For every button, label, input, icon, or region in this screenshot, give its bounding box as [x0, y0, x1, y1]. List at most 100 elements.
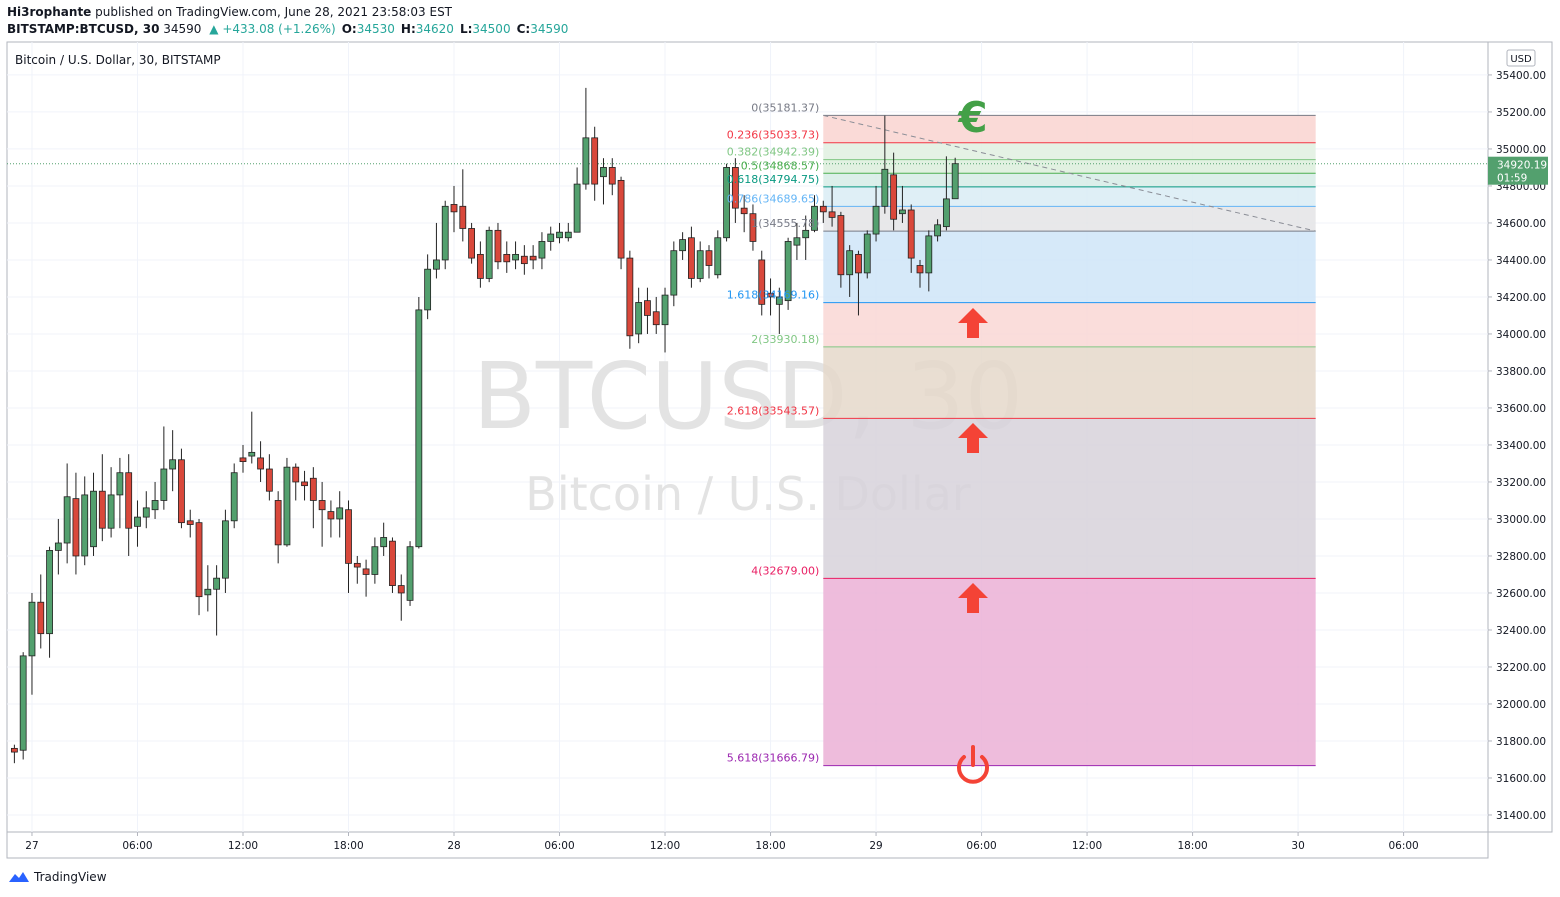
- candle-body: [72, 498, 80, 557]
- y-tick-label: 33800.00: [1496, 366, 1546, 378]
- fib-label: 0.236(35033.73): [727, 129, 820, 142]
- x-tick-label: 27: [25, 840, 38, 852]
- candle-body: [371, 546, 379, 575]
- y-tick-label: 33600.00: [1496, 403, 1546, 415]
- brand: TradingView: [34, 870, 107, 884]
- fib-band: [823, 115, 1316, 143]
- y-tick-label: 34400.00: [1496, 255, 1546, 267]
- open-value: 34530: [356, 22, 395, 36]
- x-tick-label: 28: [447, 840, 460, 852]
- x-tick-label: 18:00: [755, 840, 785, 852]
- fib-band: [823, 302, 1316, 347]
- candle-body: [468, 228, 475, 259]
- candle-body: [661, 294, 669, 326]
- candle-body: [564, 231, 572, 239]
- y-tick-label: 32200.00: [1496, 662, 1546, 674]
- candle-body: [19, 655, 27, 751]
- fib-band: [823, 578, 1316, 766]
- candle-body: [951, 163, 959, 200]
- change: ▲ +433.08 (+1.26%): [209, 22, 336, 36]
- candle-body: [151, 500, 159, 511]
- candle-body: [178, 459, 185, 524]
- x-tick-label: 18:00: [1177, 840, 1207, 852]
- candle-body: [239, 457, 247, 463]
- candle-body: [230, 472, 238, 522]
- candle-body: [134, 516, 141, 527]
- candle-body: [811, 205, 818, 231]
- candle-body: [767, 292, 774, 298]
- candle-body: [81, 494, 89, 557]
- fib-label: 1.618(34169.16): [727, 289, 820, 302]
- candle-body: [406, 546, 414, 601]
- fib-trend-line: [823, 114, 1316, 232]
- fib-band: [823, 173, 1316, 187]
- x-tick-label: 30: [1291, 840, 1304, 852]
- candle-body: [828, 211, 836, 218]
- y-tick-label: 35400.00: [1496, 70, 1546, 82]
- high-value: 34620: [415, 22, 454, 36]
- y-tick-label: 33200.00: [1496, 477, 1546, 489]
- candle-body: [380, 537, 388, 548]
- x-tick-label: 29: [869, 840, 882, 852]
- x-tick-label: 06:00: [544, 840, 574, 852]
- candle-body: [10, 747, 18, 753]
- candle-body: [318, 500, 326, 511]
- candle-body: [696, 250, 704, 279]
- candle-body: [494, 229, 502, 263]
- y-tick-label: 34000.00: [1496, 329, 1546, 341]
- header-line-2: BITSTAMP:BTCUSD, 30 34590 ▲ +433.08 (+1.…: [7, 21, 574, 38]
- candle-body: [617, 179, 625, 259]
- candle-body: [292, 466, 300, 483]
- candle-body: [688, 237, 695, 279]
- fib-label: 4(32679.00): [751, 564, 819, 577]
- close-value: 34590: [530, 22, 569, 36]
- candle-body: [916, 265, 924, 274]
- countdown: 01:59: [1497, 173, 1527, 185]
- candle-body: [415, 309, 423, 548]
- fib-band: [823, 186, 1316, 207]
- currency: USD: [1510, 54, 1532, 65]
- candle-body: [222, 520, 229, 579]
- candle-body: [600, 167, 607, 178]
- header: Hi3rophante published on TradingView.com…: [7, 4, 574, 38]
- candle-body: [248, 451, 256, 457]
- candle-body: [450, 204, 458, 213]
- time-axis: [6, 831, 1489, 859]
- candle-body: [28, 601, 36, 657]
- y-tick-label: 33400.00: [1496, 440, 1546, 452]
- candle-body: [890, 174, 898, 220]
- fib-label: 0(35181.37): [751, 101, 819, 114]
- candle-body: [512, 253, 519, 261]
- candle-body: [204, 588, 212, 596]
- fib-band: [823, 159, 1316, 174]
- published: published on TradingView.com, June 28, 2…: [95, 5, 453, 19]
- candle-body: [881, 168, 889, 207]
- candle-body: [556, 231, 563, 239]
- candle-body: [608, 167, 616, 185]
- candle-body: [63, 496, 71, 544]
- candle-body: [213, 577, 221, 590]
- chart-title: Bitcoin / U.S. Dollar, 30, BITSTAMP: [15, 53, 221, 67]
- candle-body: [819, 205, 827, 213]
- candle-body: [907, 209, 915, 259]
- fib-label: 2(33930.18): [751, 333, 819, 346]
- candle-body: [389, 540, 396, 586]
- y-tick-label: 32400.00: [1496, 625, 1546, 637]
- symbol: BITSTAMP:BTCUSD, 30: [7, 22, 160, 36]
- fib-label: 0.618(34794.75): [727, 173, 820, 186]
- candle-body: [714, 237, 722, 276]
- candle-body: [98, 490, 106, 529]
- ohlc-label: L:: [459, 22, 473, 36]
- candle-body: [345, 509, 352, 564]
- candle-body: [353, 562, 361, 568]
- candle-body: [731, 167, 739, 209]
- candle-body: [107, 494, 115, 529]
- candle-body: [186, 520, 194, 525]
- logo: [9, 872, 29, 882]
- candle-body: [934, 224, 941, 237]
- candle-body: [125, 472, 133, 529]
- y-tick-label: 31400.00: [1496, 810, 1546, 822]
- x-tick-label: 12:00: [1072, 840, 1102, 852]
- y-tick-label: 34600.00: [1496, 218, 1546, 230]
